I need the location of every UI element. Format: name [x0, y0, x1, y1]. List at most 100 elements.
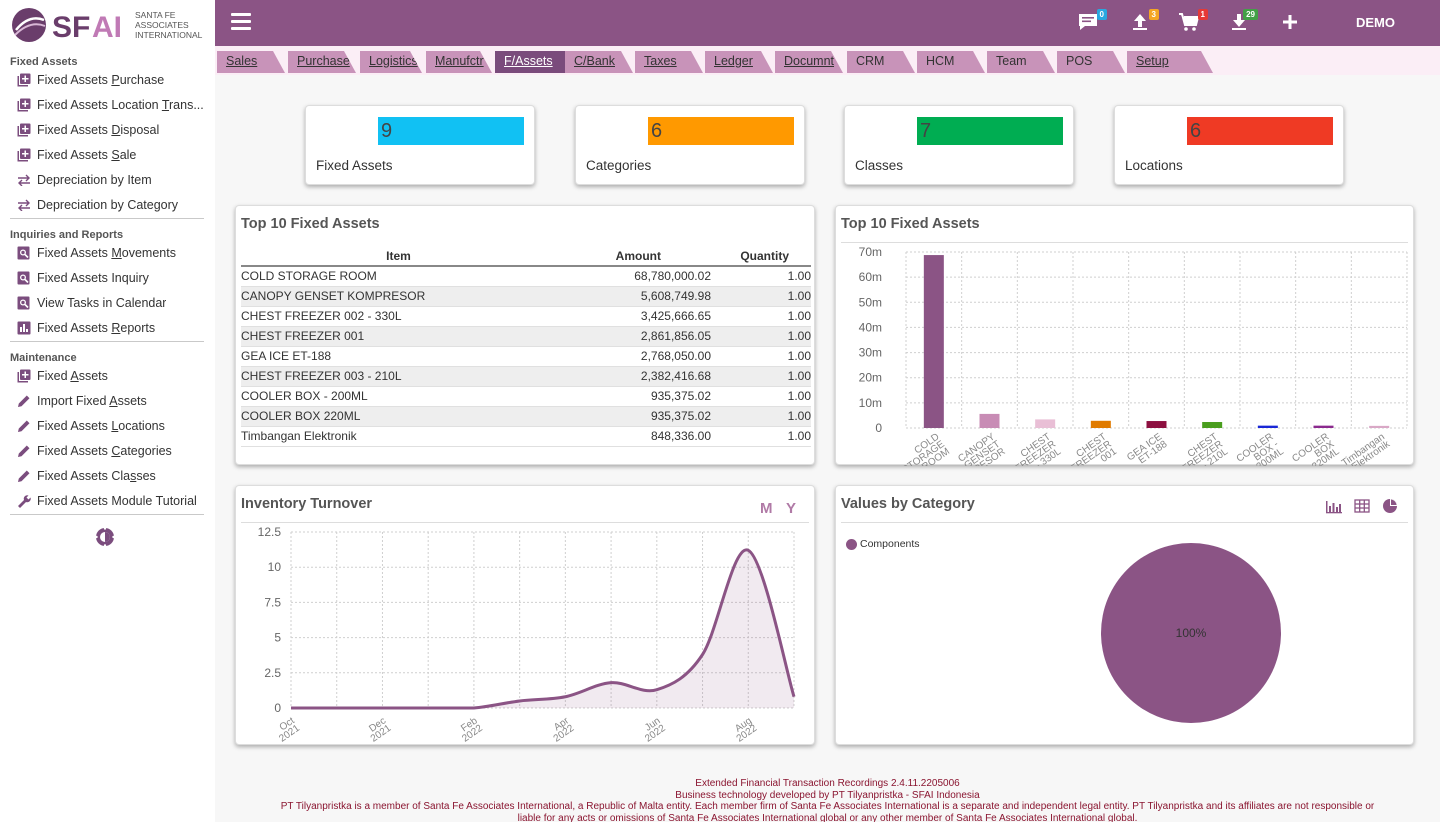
bar[interactable]	[979, 413, 1000, 428]
sidebar-item-label: Fixed Assets Module Tutorial	[37, 494, 197, 508]
table-row[interactable]: CHEST FREEZER 003 - 210L 2,382,416.68 1.00	[241, 366, 811, 387]
tab-logistics[interactable]: Logistics	[360, 51, 422, 73]
tab-cbank[interactable]: C/Bank	[565, 51, 633, 73]
sidebar-item[interactable]: Fixed Assets Classes	[16, 465, 208, 487]
stat-card[interactable]: 6 Categories	[575, 105, 805, 185]
logo-tagline-1: SANTA FE	[135, 10, 176, 20]
sidebar-item[interactable]: Fixed Assets Location Trans...	[16, 94, 208, 116]
tab-pos[interactable]: POS	[1057, 51, 1125, 73]
tab-manufctr[interactable]: Manufctr	[426, 51, 492, 73]
tab-documnt[interactable]: Documnt	[775, 51, 843, 73]
tab-ledger[interactable]: Ledger	[705, 51, 773, 73]
label-text: View Tasks in Calendar	[37, 296, 167, 310]
label-text: Fixed Assets	[37, 148, 112, 162]
bar[interactable]	[1202, 422, 1223, 428]
upload-icon[interactable]: 3	[1129, 9, 1159, 34]
cell-quantity: 1.00	[711, 346, 811, 367]
table-row[interactable]: Timbangan Elektronik 848,336.00 1.00	[241, 426, 811, 447]
sidebar-item-label: Fixed Assets Disposal	[37, 123, 159, 137]
chart-legend[interactable]: Components	[846, 538, 920, 550]
tab-crm[interactable]: CRM	[847, 51, 915, 73]
user-menu[interactable]: DEMO	[1356, 15, 1395, 30]
table-row[interactable]: CHEST FREEZER 002 - 330L 3,425,666.65 1.00	[241, 306, 811, 327]
cart-badge: 1	[1197, 9, 1208, 20]
top-bar: 0 3 1 29 DEMO	[215, 0, 1440, 46]
bar[interactable]	[1035, 419, 1056, 428]
stat-value: 7	[917, 117, 1063, 145]
table-view-icon[interactable]	[1353, 498, 1371, 514]
panel-divider	[841, 242, 1408, 243]
sidebar-item[interactable]: View Tasks in Calendar	[16, 292, 208, 314]
bar[interactable]	[1257, 425, 1278, 428]
bar[interactable]	[1146, 421, 1167, 428]
bar[interactable]	[1090, 420, 1111, 428]
tab-sales[interactable]: Sales	[217, 51, 285, 73]
sidebar-item[interactable]: Depreciation by Category	[16, 194, 208, 216]
sidebar-item[interactable]: Fixed Assets Inquiry	[16, 267, 208, 289]
theme-toggle-icon[interactable]	[94, 526, 116, 548]
messages-icon[interactable]: 0	[1077, 9, 1107, 34]
series-line[interactable]	[291, 548, 796, 710]
table-row[interactable]: COOLER BOX - 200ML 935,375.02 1.00	[241, 386, 811, 407]
add-icon[interactable]	[1281, 13, 1305, 35]
tab-team[interactable]: Team	[987, 51, 1055, 73]
stat-card[interactable]: 6 Locations	[1114, 105, 1344, 185]
sidebar-item[interactable]: Depreciation by Item	[16, 169, 208, 191]
sfai-logo[interactable]: SF AI SANTA FE ASSOCIATES INTERNATIONAL	[10, 4, 210, 46]
sidebar-item[interactable]: Fixed Assets Sale	[16, 144, 208, 166]
label-text: Fixed	[37, 369, 71, 383]
column-header-item[interactable]: Item	[241, 246, 556, 267]
stat-card[interactable]: 7 Classes	[844, 105, 1074, 185]
stat-label: Locations	[1125, 158, 1183, 173]
table-row[interactable]: CHEST FREEZER 001 2,861,856.05 1.00	[241, 326, 811, 347]
download-icon[interactable]: 29	[1228, 9, 1258, 34]
sidebar-item[interactable]: Import Fixed Assets	[16, 390, 208, 412]
bar[interactable]	[1369, 425, 1390, 428]
logo-ai: AI	[92, 11, 122, 44]
sidebar-item[interactable]: Fixed Assets Movements	[16, 242, 208, 264]
pencil-icon	[16, 418, 32, 434]
sidebar-item[interactable]: Fixed Assets Disposal	[16, 119, 208, 141]
cell-amount: 2,382,416.68	[556, 366, 711, 387]
sidebar-item[interactable]: Fixed Assets Reports	[16, 317, 208, 339]
pie-chart-view-icon[interactable]	[1381, 498, 1399, 514]
bar[interactable]	[1313, 425, 1334, 428]
monthly-button[interactable]: M	[760, 500, 773, 517]
swap-icon	[16, 172, 32, 188]
pie-slice[interactable]	[1101, 543, 1281, 723]
column-header-amount[interactable]: Amount	[556, 246, 711, 267]
cart-icon[interactable]: 1	[1178, 9, 1208, 34]
label-text: ale	[119, 148, 137, 162]
sidebar-item[interactable]: Fixed Assets Module Tutorial	[16, 490, 208, 512]
tab-setup[interactable]: Setup	[1127, 51, 1213, 73]
yearly-button[interactable]: Y	[786, 500, 797, 517]
swap-icon	[16, 197, 32, 213]
add-box-icon	[16, 97, 32, 113]
menu-toggle-icon[interactable]	[231, 13, 251, 31]
table-row[interactable]: COLD STORAGE ROOM 68,780,000.02 1.00	[241, 266, 811, 287]
stat-card[interactable]: 9 Fixed Assets	[305, 105, 535, 185]
table-row[interactable]: GEA ICE ET-188 2,768,050.00 1.00	[241, 346, 811, 367]
tab-hcm[interactable]: HCM	[917, 51, 985, 73]
panel-divider	[841, 522, 1408, 523]
tab-taxes[interactable]: Taxes	[635, 51, 703, 73]
wrench-icon	[16, 493, 32, 509]
tab-fassets[interactable]: F/Assets	[495, 51, 581, 73]
sidebar-item[interactable]: Fixed Assets Locations	[16, 415, 208, 437]
bar[interactable]	[923, 255, 944, 428]
sidebar-item-label: View Tasks in Calendar	[37, 296, 166, 310]
bar-chart-view-icon[interactable]	[1325, 498, 1343, 514]
downloads-badge: 29	[1243, 9, 1258, 20]
label-text: urchase	[119, 73, 165, 87]
table-row[interactable]: CANOPY GENSET KOMPRESOR 5,608,749.98 1.00	[241, 286, 811, 307]
tab-purchase[interactable]: Purchase	[288, 51, 356, 73]
sidebar-item[interactable]: Fixed Assets Purchase	[16, 69, 208, 91]
sidebar-item[interactable]: Fixed Assets	[16, 365, 208, 387]
sidebar-item[interactable]: Fixed Assets Categories	[16, 440, 208, 462]
table-row[interactable]: COOLER BOX 220ML 935,375.02 1.00	[241, 406, 811, 427]
column-header-quantity[interactable]: Quantity	[711, 246, 811, 267]
